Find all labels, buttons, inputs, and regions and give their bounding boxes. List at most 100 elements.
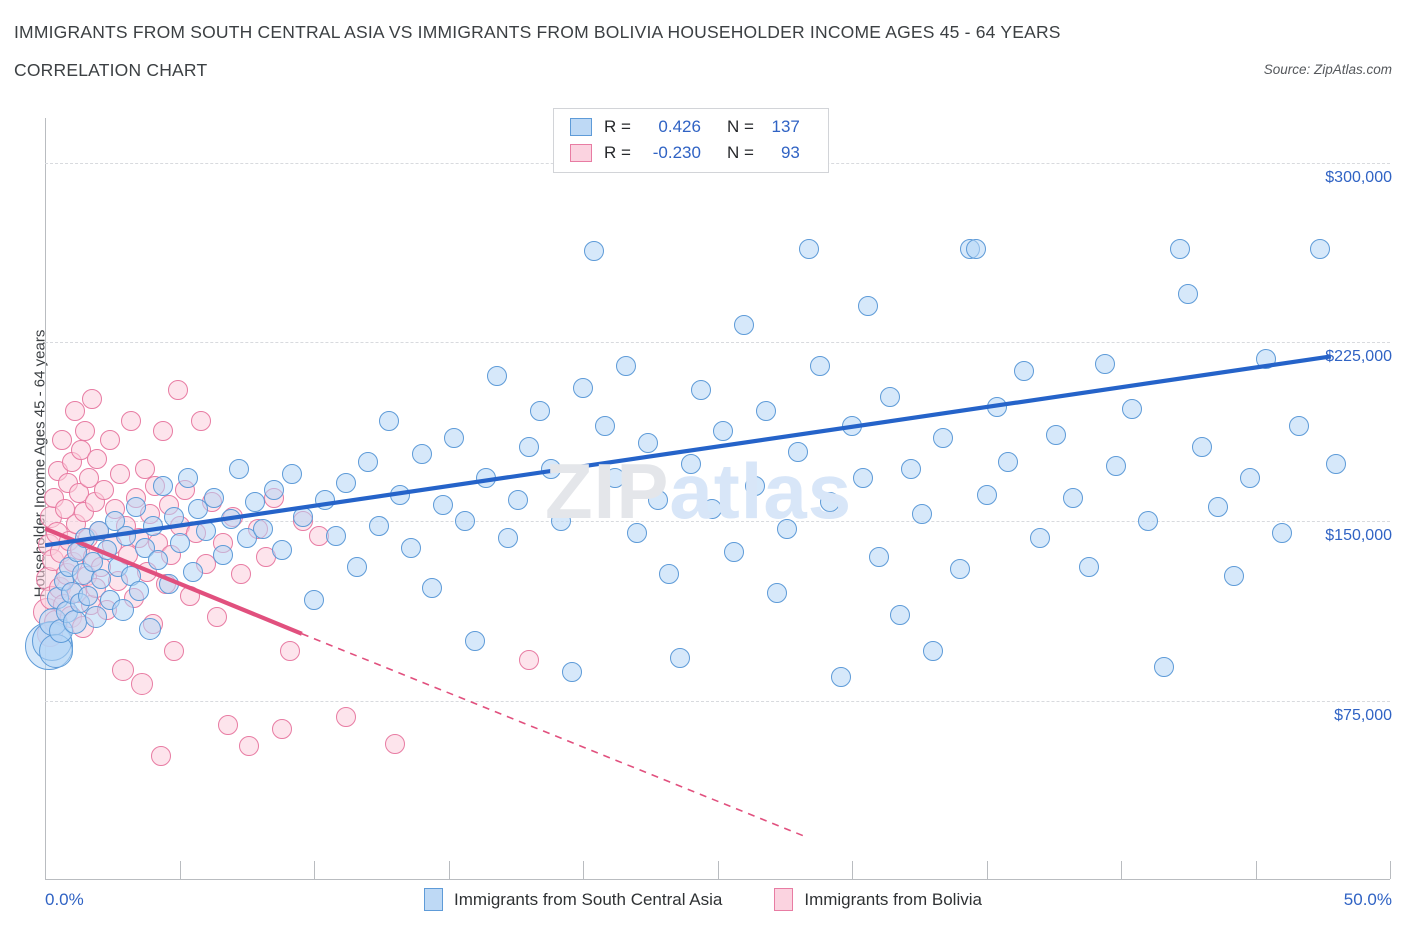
scatter-point bbox=[304, 590, 324, 611]
x-axis-line bbox=[45, 879, 1390, 881]
scatter-point bbox=[529, 401, 550, 422]
x-axis-tick bbox=[45, 861, 47, 879]
scatter-point bbox=[1256, 348, 1277, 369]
x-axis-tick bbox=[448, 861, 450, 879]
stat-n-label-b: N = bbox=[726, 143, 754, 162]
x-axis-tick bbox=[179, 861, 181, 879]
x-axis-min-label: 0.0% bbox=[45, 890, 84, 909]
scatter-point bbox=[228, 458, 249, 479]
scatter-point bbox=[379, 411, 400, 431]
stat-r-label-a: R = bbox=[604, 117, 631, 136]
scatter-point bbox=[712, 420, 733, 441]
x-axis-tick bbox=[1390, 861, 1392, 879]
x-axis-tick bbox=[314, 861, 316, 879]
scatter-point bbox=[852, 468, 873, 489]
stat-swatch-south-central-asia bbox=[570, 118, 592, 136]
scatter-point bbox=[987, 396, 1008, 417]
scatter-point bbox=[293, 506, 314, 527]
chart-legend: Immigrants from South Central Asia Immig… bbox=[0, 888, 1406, 911]
legend-item-south-central-asia[interactable]: Immigrants from South Central Asia bbox=[424, 888, 722, 911]
scatter-point bbox=[164, 640, 185, 661]
scatter-point bbox=[217, 714, 238, 735]
scatter-point bbox=[121, 411, 142, 431]
scatter-point bbox=[497, 528, 518, 549]
scatter-point bbox=[231, 564, 252, 584]
stat-n-value-a: 137 bbox=[771, 117, 800, 136]
scatter-point bbox=[153, 475, 174, 496]
scatter-point bbox=[62, 609, 87, 634]
scatter-point bbox=[1014, 360, 1035, 381]
scatter-point bbox=[976, 485, 997, 506]
scatter-point bbox=[142, 516, 163, 537]
x-axis-tick bbox=[717, 861, 719, 879]
scatter-point bbox=[384, 733, 405, 754]
scatter-point bbox=[1154, 657, 1175, 678]
scatter-point bbox=[1223, 566, 1244, 587]
gridline bbox=[45, 700, 1390, 702]
scatter-point bbox=[390, 485, 411, 506]
scatter-point bbox=[220, 509, 241, 530]
scatter-point bbox=[433, 494, 454, 515]
source-label: Source: ZipAtlas.com bbox=[1263, 62, 1392, 77]
scatter-point bbox=[911, 504, 932, 525]
scatter-point bbox=[244, 492, 265, 513]
y-axis-tick-label: $75,000 bbox=[1334, 706, 1392, 724]
scatter-point bbox=[616, 356, 637, 377]
scatter-point bbox=[347, 556, 368, 577]
scatter-point bbox=[158, 573, 179, 594]
stat-r-value-b: -0.230 bbox=[652, 143, 701, 162]
scatter-point bbox=[1094, 353, 1115, 374]
stat-n-label-a: N = bbox=[726, 117, 754, 136]
scatter-point bbox=[1046, 425, 1067, 446]
scatter-point bbox=[1191, 437, 1212, 458]
scatter-point bbox=[809, 356, 830, 377]
gridline bbox=[45, 342, 1390, 344]
scatter-point bbox=[1105, 456, 1126, 477]
scatter-point bbox=[583, 241, 604, 262]
scatter-point bbox=[87, 449, 108, 470]
scatter-point bbox=[879, 387, 900, 408]
scatter-point bbox=[94, 480, 115, 501]
scatter-point bbox=[64, 401, 85, 422]
scatter-point bbox=[52, 430, 73, 451]
scatter-point bbox=[508, 489, 529, 510]
scatter-point bbox=[252, 518, 273, 539]
scatter-point bbox=[180, 585, 201, 606]
scatter-point bbox=[766, 583, 787, 604]
scatter-point bbox=[129, 580, 150, 601]
legend-swatch-south-central-asia bbox=[424, 888, 444, 911]
page-subtitle: CORRELATION CHART bbox=[14, 60, 208, 80]
scatter-point bbox=[734, 315, 755, 336]
scatter-point bbox=[191, 411, 212, 431]
page-title: IMMIGRANTS FROM SOUTH CENTRAL ASIA VS IM… bbox=[14, 22, 1061, 42]
scatter-point bbox=[153, 420, 174, 441]
scatter-point bbox=[755, 401, 776, 422]
scatter-point bbox=[239, 736, 260, 757]
scatter-point bbox=[669, 647, 690, 668]
legend-item-bolivia[interactable]: Immigrants from Bolivia bbox=[774, 888, 982, 911]
scatter-point bbox=[1310, 238, 1331, 259]
watermark-zip: ZIP bbox=[545, 447, 670, 535]
x-axis-tick bbox=[986, 861, 988, 879]
stat-row-bolivia: R = -0.230 N = 93 bbox=[554, 140, 828, 166]
scatter-point bbox=[82, 389, 103, 410]
scatter-point bbox=[573, 377, 593, 398]
y-axis-tick-label: $300,000 bbox=[1325, 168, 1392, 186]
scatter-point bbox=[112, 598, 134, 621]
stat-r-label-b: R = bbox=[604, 143, 631, 162]
scatter-point bbox=[85, 606, 108, 629]
scatter-point bbox=[271, 719, 292, 740]
scatter-point bbox=[1170, 238, 1191, 259]
scatter-point bbox=[182, 561, 203, 582]
y-axis-tick-label: $225,000 bbox=[1325, 348, 1392, 366]
scatter-point bbox=[150, 745, 171, 766]
scatter-point bbox=[263, 480, 284, 501]
scatter-point bbox=[842, 415, 862, 436]
scatter-point bbox=[325, 525, 346, 546]
scatter-point bbox=[336, 707, 357, 728]
scatter-point bbox=[890, 604, 911, 625]
scatter-point bbox=[901, 458, 922, 479]
stat-r-value-a: 0.426 bbox=[658, 117, 701, 136]
scatter-point bbox=[476, 468, 497, 489]
scatter-point bbox=[126, 497, 147, 518]
